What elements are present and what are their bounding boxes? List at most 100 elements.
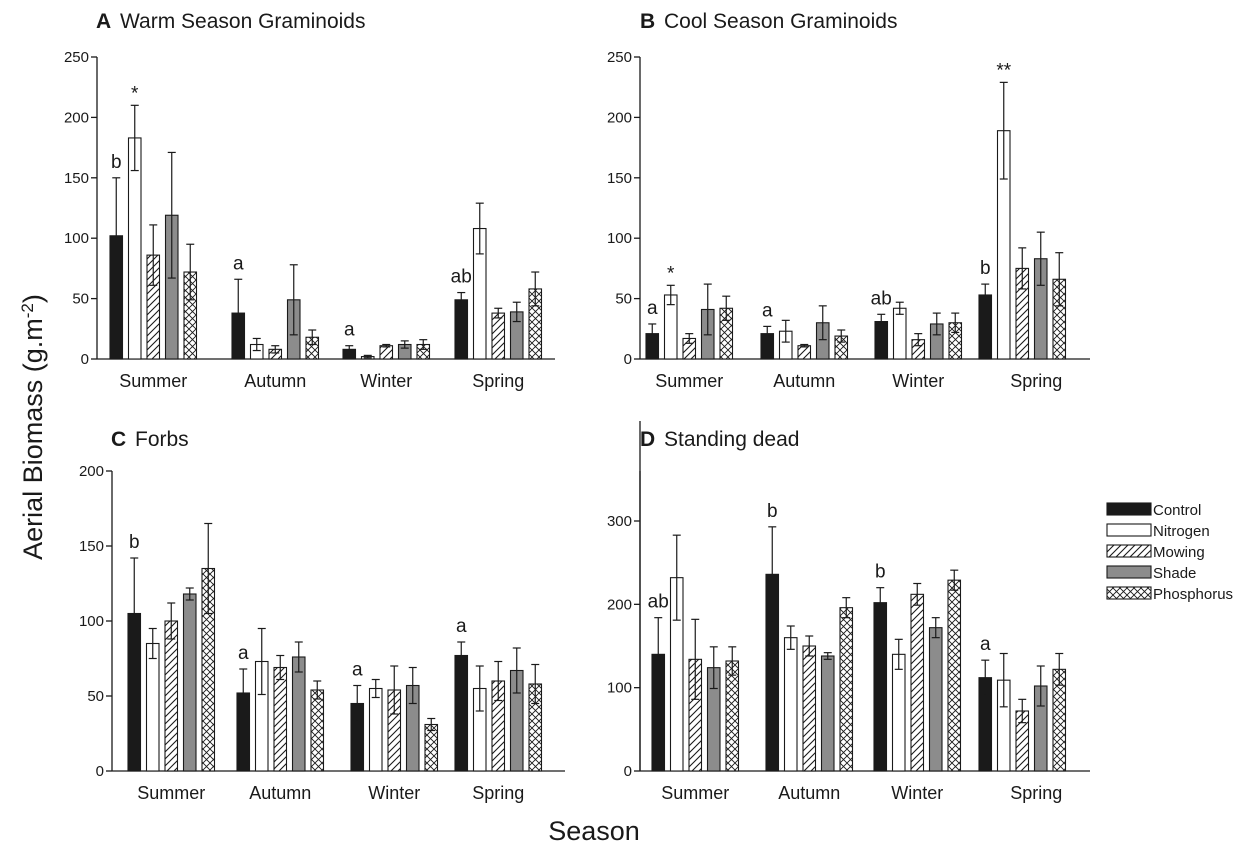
legend: Control Nitrogen Mowing Shade Phosphorus — [1106, 502, 1233, 603]
legend-item-control: Control — [1106, 502, 1201, 519]
error-bar-autumn-control — [239, 668, 248, 718]
y-tick-label: 200 — [79, 463, 104, 480]
legend-label: Phosphorus — [1153, 586, 1233, 603]
legend-swatch — [1106, 586, 1152, 600]
y-tick-label: 300 — [607, 513, 632, 530]
category-label-winter: Winter — [360, 371, 412, 391]
y-tick-label: 250 — [607, 49, 632, 66]
error-bar-autumn-shade — [823, 652, 832, 660]
annotation-spring: ab — [451, 267, 472, 288]
error-bar-autumn-nitrogen — [252, 337, 261, 352]
bar-winter-nitrogen — [891, 653, 906, 772]
error-bar-autumn-shade — [294, 641, 303, 673]
annotation-summer: a — [647, 298, 658, 319]
error-bar-spring-nitrogen — [999, 81, 1008, 180]
bar-summer-shade — [182, 593, 197, 772]
error-bar-autumn-control — [763, 325, 772, 342]
category-label-autumn: Autumn — [244, 371, 306, 391]
category-label-summer: Summer — [655, 371, 723, 391]
chart-panels: A Warm Season Graminoids 0 50 100 150 200 250 Su… — [64, 10, 1090, 803]
category-label-spring: Spring — [472, 783, 524, 803]
error-bar-summer-nitrogen — [672, 534, 681, 621]
category-label-autumn: Autumn — [778, 783, 840, 803]
bar-spring-control — [454, 299, 469, 360]
error-bar-autumn-control — [768, 526, 777, 623]
error-bar-spring-phosphorus — [1055, 252, 1064, 307]
error-bar-winter-mowing — [390, 665, 399, 715]
bar-summer-phosphorus — [725, 660, 740, 772]
annotation-summer-nitrogen: * — [667, 263, 675, 284]
bar-winter-shade — [928, 627, 943, 772]
y-tick-label: 50 — [72, 291, 89, 308]
annotation-autumn: a — [762, 300, 773, 321]
error-bar-summer-mowing — [149, 224, 158, 286]
error-bar-summer-control — [648, 323, 657, 344]
y-tick-label: 150 — [607, 170, 632, 187]
error-bar-summer-shade — [185, 587, 194, 601]
error-bar-winter-phosphorus — [951, 312, 960, 334]
error-bar-autumn-nitrogen — [786, 625, 795, 650]
error-bar-autumn-phosphorus — [842, 597, 851, 619]
error-bar-winter-nitrogen — [363, 354, 372, 359]
error-bar-winter-mowing — [914, 333, 923, 347]
error-bar-winter-nitrogen — [894, 638, 903, 670]
bar-winter-control — [873, 602, 888, 772]
y-axis-label: Aerial Biomass (g.m-2) — [18, 294, 48, 560]
legend-label: Nitrogen — [1153, 523, 1210, 540]
panel-d: D Standing dead0100200300SummerabAutumnbW… — [607, 421, 1090, 803]
error-bar-summer-mowing — [167, 602, 176, 640]
bar-summer-mowing — [164, 620, 179, 772]
error-bar-spring-control — [981, 659, 990, 696]
annotation-summer: b — [111, 152, 122, 173]
error-bar-autumn-phosphorus — [837, 329, 846, 343]
error-bar-autumn-mowing — [276, 654, 285, 681]
x-axis-label: Season — [548, 816, 640, 846]
error-bar-spring-control — [457, 291, 466, 308]
category-label-autumn: Autumn — [249, 783, 311, 803]
annotation-winter: b — [875, 562, 886, 583]
annotation-autumn: b — [767, 501, 778, 522]
error-bar-winter-control — [877, 313, 886, 330]
error-bar-spring-shade — [512, 647, 521, 694]
annotation-spring: a — [456, 616, 467, 637]
legend-item-nitrogen: Nitrogen — [1106, 523, 1210, 540]
bar-winter-phosphorus — [947, 579, 962, 772]
legend-item-phosphorus: Phosphorus — [1106, 586, 1233, 603]
error-bar-spring-nitrogen — [475, 202, 484, 255]
error-bar-summer-shade — [703, 283, 712, 336]
bar-winter-nitrogen — [368, 687, 383, 772]
y-tick-label: 200 — [607, 109, 632, 126]
annotation-summer: b — [129, 532, 140, 553]
error-bar-spring-shade — [512, 301, 521, 323]
y-tick-label: 100 — [607, 680, 632, 697]
legend-label: Mowing — [1153, 544, 1205, 561]
error-bar-winter-shade — [400, 340, 409, 349]
legend-item-mowing: Mowing — [1106, 544, 1205, 561]
y-tick-label: 250 — [64, 49, 89, 66]
category-label-winter: Winter — [891, 783, 943, 803]
bar-autumn-mowing — [802, 645, 817, 772]
annotation-winter: a — [344, 320, 355, 341]
error-bar-spring-shade — [1036, 665, 1045, 707]
y-tick-label: 100 — [79, 613, 104, 630]
error-bar-autumn-mowing — [800, 343, 809, 348]
annotation-summer-nitrogen: * — [131, 83, 139, 104]
y-tick-label: 100 — [607, 230, 632, 247]
annotation-spring: b — [980, 258, 991, 279]
bar-winter-mowing — [379, 345, 394, 360]
error-bar-winter-phosphorus — [950, 569, 959, 591]
bar-autumn-nitrogen — [783, 637, 798, 772]
bar-spring-mowing — [491, 312, 506, 360]
panel-title: Standing dead — [664, 428, 799, 451]
bar-autumn-mowing — [273, 666, 288, 772]
y-tick-label: 150 — [79, 538, 104, 555]
panel-letter: A — [96, 10, 111, 33]
error-bar-summer-phosphorus — [722, 295, 731, 321]
bar-winter-phosphorus — [424, 723, 439, 772]
error-bar-autumn-nitrogen — [781, 319, 790, 343]
category-label-winter: Winter — [368, 783, 420, 803]
panel-title: Forbs — [135, 428, 189, 451]
panel-title: Warm Season Graminoids — [120, 10, 365, 33]
category-label-spring: Spring — [1010, 371, 1062, 391]
